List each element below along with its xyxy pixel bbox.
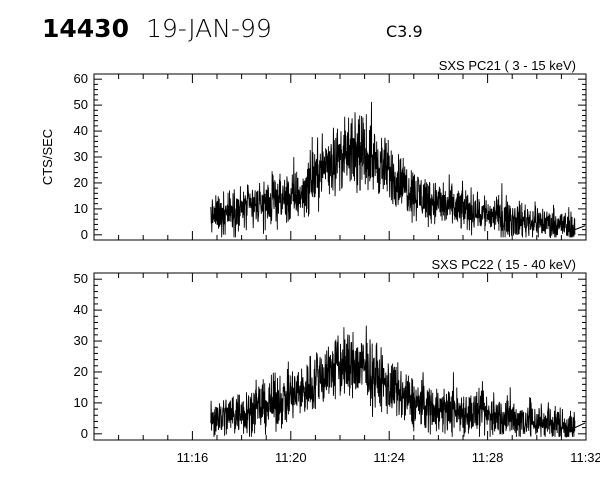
y-tick-label: 0: [81, 227, 88, 242]
y-tick-label: 20: [74, 364, 88, 379]
light-curve-trace: [210, 101, 576, 238]
y-axis-label: CTS/SEC: [40, 129, 55, 185]
y-tick-label: 40: [74, 302, 88, 317]
x-tick-label: 11:20: [275, 450, 307, 465]
y-tick-label: 50: [74, 271, 88, 286]
light-curve-trace: [210, 325, 576, 438]
event-date: 19-JAN-99: [146, 14, 272, 43]
y-tick-label: 40: [74, 123, 88, 138]
y-tick-label: 60: [74, 71, 88, 86]
x-tick-label: 11:32: [570, 450, 600, 465]
trace-end-segment: [574, 422, 586, 429]
y-tick-label: 0: [81, 426, 88, 441]
x-tick-label: 11:16: [177, 450, 209, 465]
x-tick-label: 11:28: [472, 450, 504, 465]
flare-class: C3.9: [386, 22, 423, 41]
y-tick-label: 30: [74, 149, 88, 164]
panel-title: SXS PC22 ( 15 - 40 keV): [431, 257, 576, 272]
y-tick-label: 30: [74, 333, 88, 348]
y-tick-label: 10: [74, 395, 88, 410]
panel-pc21: SXS PC21 ( 3 - 15 keV) 0 10 20 30 40 50 60 CTS/S…: [40, 58, 587, 242]
panel-title: SXS PC21 ( 3 - 15 keV): [439, 58, 576, 73]
y-tick-label: 50: [74, 97, 88, 112]
y-tick-label: 10: [74, 201, 88, 216]
y-tick-label: 20: [74, 175, 88, 190]
x-tick-label: 11:24: [373, 450, 405, 465]
trace-end-segment: [574, 225, 586, 231]
panel-pc22: SXS PC22 ( 15 - 40 keV) 0 10 20 30 40 50 11:16 1…: [74, 257, 600, 465]
event-id: 14430: [42, 14, 129, 43]
